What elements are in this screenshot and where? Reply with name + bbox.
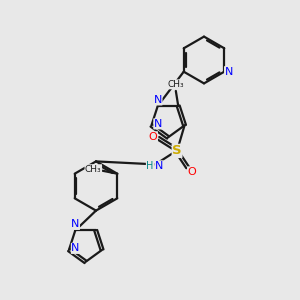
Text: N: N	[154, 119, 162, 129]
Text: O: O	[149, 132, 158, 142]
Text: O: O	[188, 167, 197, 177]
Text: N: N	[155, 161, 163, 171]
Text: S: S	[172, 144, 182, 158]
Text: N: N	[71, 219, 80, 230]
Text: CH₃: CH₃	[85, 165, 102, 174]
Text: CH₃: CH₃	[167, 80, 184, 89]
Text: N: N	[71, 243, 80, 254]
Text: N: N	[225, 67, 233, 77]
Text: N: N	[154, 95, 162, 105]
Text: H: H	[146, 161, 154, 171]
